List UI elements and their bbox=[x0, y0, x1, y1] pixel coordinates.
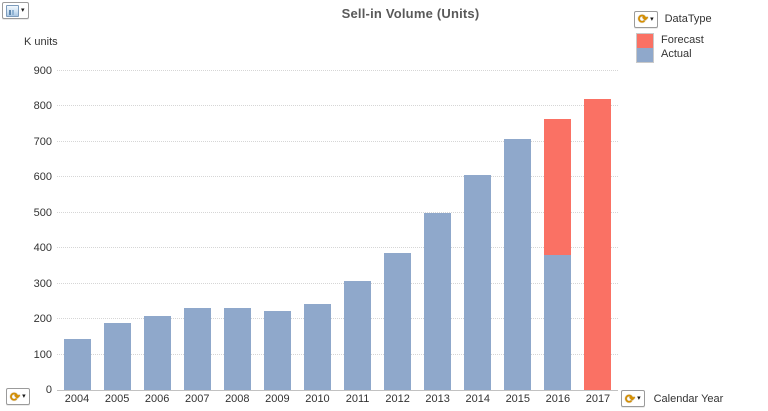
bar-segment-forecast-2017[interactable] bbox=[584, 99, 612, 390]
x-tick-label: 2005 bbox=[104, 393, 130, 405]
y-axis-unit-label: K units bbox=[24, 36, 58, 48]
y-axis: 0 100 200 300 400 500 600 700 800 900 bbox=[0, 65, 52, 396]
x-tick-label: 2007 bbox=[184, 393, 210, 405]
bar-segment-actual-2015[interactable] bbox=[504, 139, 532, 390]
y-tick-label: 600 bbox=[33, 171, 52, 184]
bar-segment-actual-2016[interactable] bbox=[544, 254, 572, 390]
x-tick-label: 2017 bbox=[585, 393, 611, 405]
gridline bbox=[57, 282, 618, 284]
bar-segment-actual-2009[interactable] bbox=[263, 311, 291, 390]
bar-segment-actual-2007[interactable] bbox=[183, 307, 211, 390]
circular-arrow-icon: ⟳ bbox=[625, 391, 636, 406]
bar-segment-actual-2004[interactable] bbox=[63, 338, 91, 390]
bar-segment-actual-2012[interactable] bbox=[384, 253, 412, 390]
gridline bbox=[57, 211, 618, 213]
x-axis-labels: 2004 2005 2006 2007 2008 2009 2010 2011 2012 2013… bbox=[57, 393, 618, 407]
bar-segment-actual-2013[interactable] bbox=[424, 212, 452, 390]
x-tick-label: 2008 bbox=[225, 393, 250, 405]
x-tick-label: 2012 bbox=[385, 393, 410, 405]
circular-arrow-icon: ⟳ bbox=[10, 389, 21, 404]
y-tick-label: 800 bbox=[33, 100, 52, 113]
bar-segment-actual-2011[interactable] bbox=[344, 281, 372, 390]
bar-segment-actual-2008[interactable] bbox=[223, 307, 251, 390]
x-tick-label: 2016 bbox=[545, 393, 571, 405]
gridline bbox=[57, 176, 618, 178]
legend-item-actual[interactable]: Actual bbox=[661, 48, 692, 60]
x-tick-label: 2014 bbox=[465, 393, 490, 405]
y-tick-label: 900 bbox=[33, 65, 52, 77]
chart-title: Sell-in Volume (Units) bbox=[341, 6, 480, 21]
gridline bbox=[57, 318, 618, 320]
gridline bbox=[57, 105, 618, 107]
bar-segment-actual-2014[interactable] bbox=[464, 175, 492, 390]
gridline bbox=[57, 353, 618, 355]
x-tick-label: 2015 bbox=[505, 393, 531, 405]
legend: ⟳ ▾ DataType Forecast Actual bbox=[634, 10, 712, 63]
x-tick-label: 2004 bbox=[64, 393, 90, 405]
x-tick-label: 2010 bbox=[305, 393, 330, 405]
chevron-down-icon: ▾ bbox=[21, 7, 25, 14]
forecast-swatch bbox=[637, 34, 653, 48]
x-tick-label: 2009 bbox=[265, 393, 290, 405]
y-tick-label: 200 bbox=[33, 313, 52, 326]
legend-header: ⟳ ▾ DataType bbox=[634, 10, 712, 28]
y-tick-label: 0 bbox=[45, 384, 52, 396]
bar-segment-actual-2010[interactable] bbox=[303, 303, 331, 390]
x-axis-title-group: ⟳ ▾ Calendar Year bbox=[621, 390, 723, 407]
bar-segment-actual-2006[interactable] bbox=[143, 315, 171, 390]
chevron-down-icon: ▾ bbox=[650, 15, 654, 23]
x-tick-label: 2013 bbox=[425, 393, 450, 405]
y-tick-label: 300 bbox=[33, 277, 52, 290]
gridline bbox=[57, 140, 618, 142]
gridline bbox=[57, 247, 618, 249]
x-tick-label: 2006 bbox=[144, 393, 170, 405]
y-tick-label: 400 bbox=[33, 242, 52, 255]
chevron-down-icon: ▾ bbox=[22, 393, 26, 400]
legend-title: DataType bbox=[664, 13, 712, 25]
measure-selector-button[interactable]: ▾ bbox=[2, 2, 29, 19]
gridline bbox=[57, 70, 618, 71]
chevron-down-icon: ▾ bbox=[637, 395, 641, 402]
x-axis-dimension-button[interactable]: ⟳ ▾ bbox=[6, 388, 30, 405]
plot-area bbox=[57, 70, 618, 391]
legend-items: Forecast Actual bbox=[636, 33, 712, 63]
datatype-dimension-button[interactable]: ⟳ ▾ bbox=[634, 10, 658, 28]
circular-arrow-icon: ⟳ bbox=[638, 12, 649, 26]
y-tick-label: 500 bbox=[33, 206, 52, 219]
legend-swatches bbox=[636, 33, 654, 63]
chart-measure-icon bbox=[6, 4, 19, 17]
y-tick-label: 700 bbox=[33, 135, 52, 148]
legend-labels: Forecast Actual bbox=[661, 33, 704, 63]
legend-item-forecast[interactable]: Forecast bbox=[661, 34, 704, 46]
actual-swatch bbox=[637, 48, 653, 62]
x-axis-title: Calendar Year bbox=[653, 392, 724, 405]
y-tick-label: 100 bbox=[33, 348, 52, 361]
calendar-year-dimension-button[interactable]: ⟳ ▾ bbox=[621, 390, 645, 407]
x-tick-label: 2011 bbox=[345, 393, 370, 405]
bar-segment-forecast-2016[interactable] bbox=[544, 118, 572, 255]
bar-segment-actual-2005[interactable] bbox=[103, 322, 131, 390]
